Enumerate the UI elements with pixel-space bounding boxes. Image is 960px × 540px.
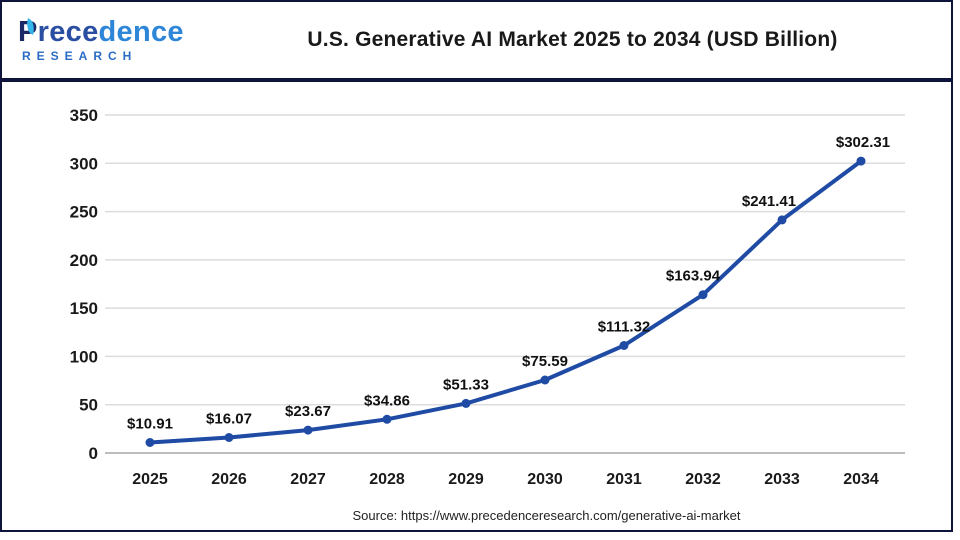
chart-area: 0 50 100 150 200 250 300 350 2025 2026 2027 2028 202… (2, 82, 951, 502)
y-axis-tick-label: 250 (70, 203, 98, 222)
data-point (698, 290, 708, 300)
x-axis-tick-label: 2029 (448, 471, 484, 488)
data-point-label: $241.41 (742, 193, 796, 210)
line-chart-svg: 0 50 100 150 200 250 300 350 2025 2026 2027 2028 202… (70, 106, 905, 488)
y-axis-tick-label: 0 (89, 444, 98, 463)
data-point (461, 398, 471, 408)
data-point (224, 433, 234, 442)
data-point-label: $51.33 (443, 376, 489, 393)
data-point-label: $16.07 (206, 411, 252, 428)
x-axis-tick-label: 2026 (211, 471, 247, 488)
source-text: Source: https://www.precedenceresearch.c… (352, 508, 741, 523)
logo-subtitle: RESEARCH (22, 49, 138, 63)
y-axis-tick-label: 150 (70, 299, 98, 318)
data-point (856, 156, 866, 166)
data-point-label: $34.86 (364, 392, 410, 409)
data-point-label: $23.67 (285, 403, 331, 420)
y-axis-tick-label: 300 (70, 154, 98, 173)
series-line (148, 159, 863, 445)
x-axis-tick-label: 2034 (843, 471, 879, 488)
logo-wordmark: Precedence (18, 16, 184, 48)
data-point (303, 425, 313, 435)
x-axis-tick-label: 2028 (369, 471, 405, 488)
chart-frame: Precedence RESEARCH U.S. Generative AI M… (0, 0, 953, 532)
logo-letter-p: P (18, 16, 38, 48)
x-axis-tick-label: 2030 (527, 471, 563, 488)
x-axis-tick-label: 2033 (764, 471, 800, 488)
data-point-label: $302.31 (836, 134, 890, 151)
data-point-label: $163.94 (666, 268, 721, 285)
data-point-label: $75.59 (522, 353, 568, 370)
data-point (382, 414, 392, 424)
x-axis-tick-label: 2031 (606, 471, 642, 488)
chart-title: U.S. Generative AI Market 2025 to 2034 (… (307, 28, 838, 51)
y-axis-tick-label: 100 (70, 347, 98, 366)
y-axis-tick-label: 200 (70, 251, 98, 270)
data-point-label: $10.91 (127, 416, 173, 433)
data-point (619, 341, 629, 350)
x-axis-tick-label: 2032 (685, 471, 721, 488)
data-point (145, 438, 155, 447)
data-point (540, 375, 550, 385)
data-point-label: $111.32 (598, 319, 651, 336)
precedence-research-logo: Precedence RESEARCH (2, 16, 208, 63)
y-axis-tick-label: 350 (70, 106, 98, 125)
data-point (777, 215, 787, 225)
header: Precedence RESEARCH U.S. Generative AI M… (2, 2, 951, 82)
x-axis-tick-label: 2025 (132, 471, 168, 488)
x-axis-tick-label: 2027 (290, 471, 326, 488)
y-axis-tick-label: 50 (79, 396, 98, 415)
